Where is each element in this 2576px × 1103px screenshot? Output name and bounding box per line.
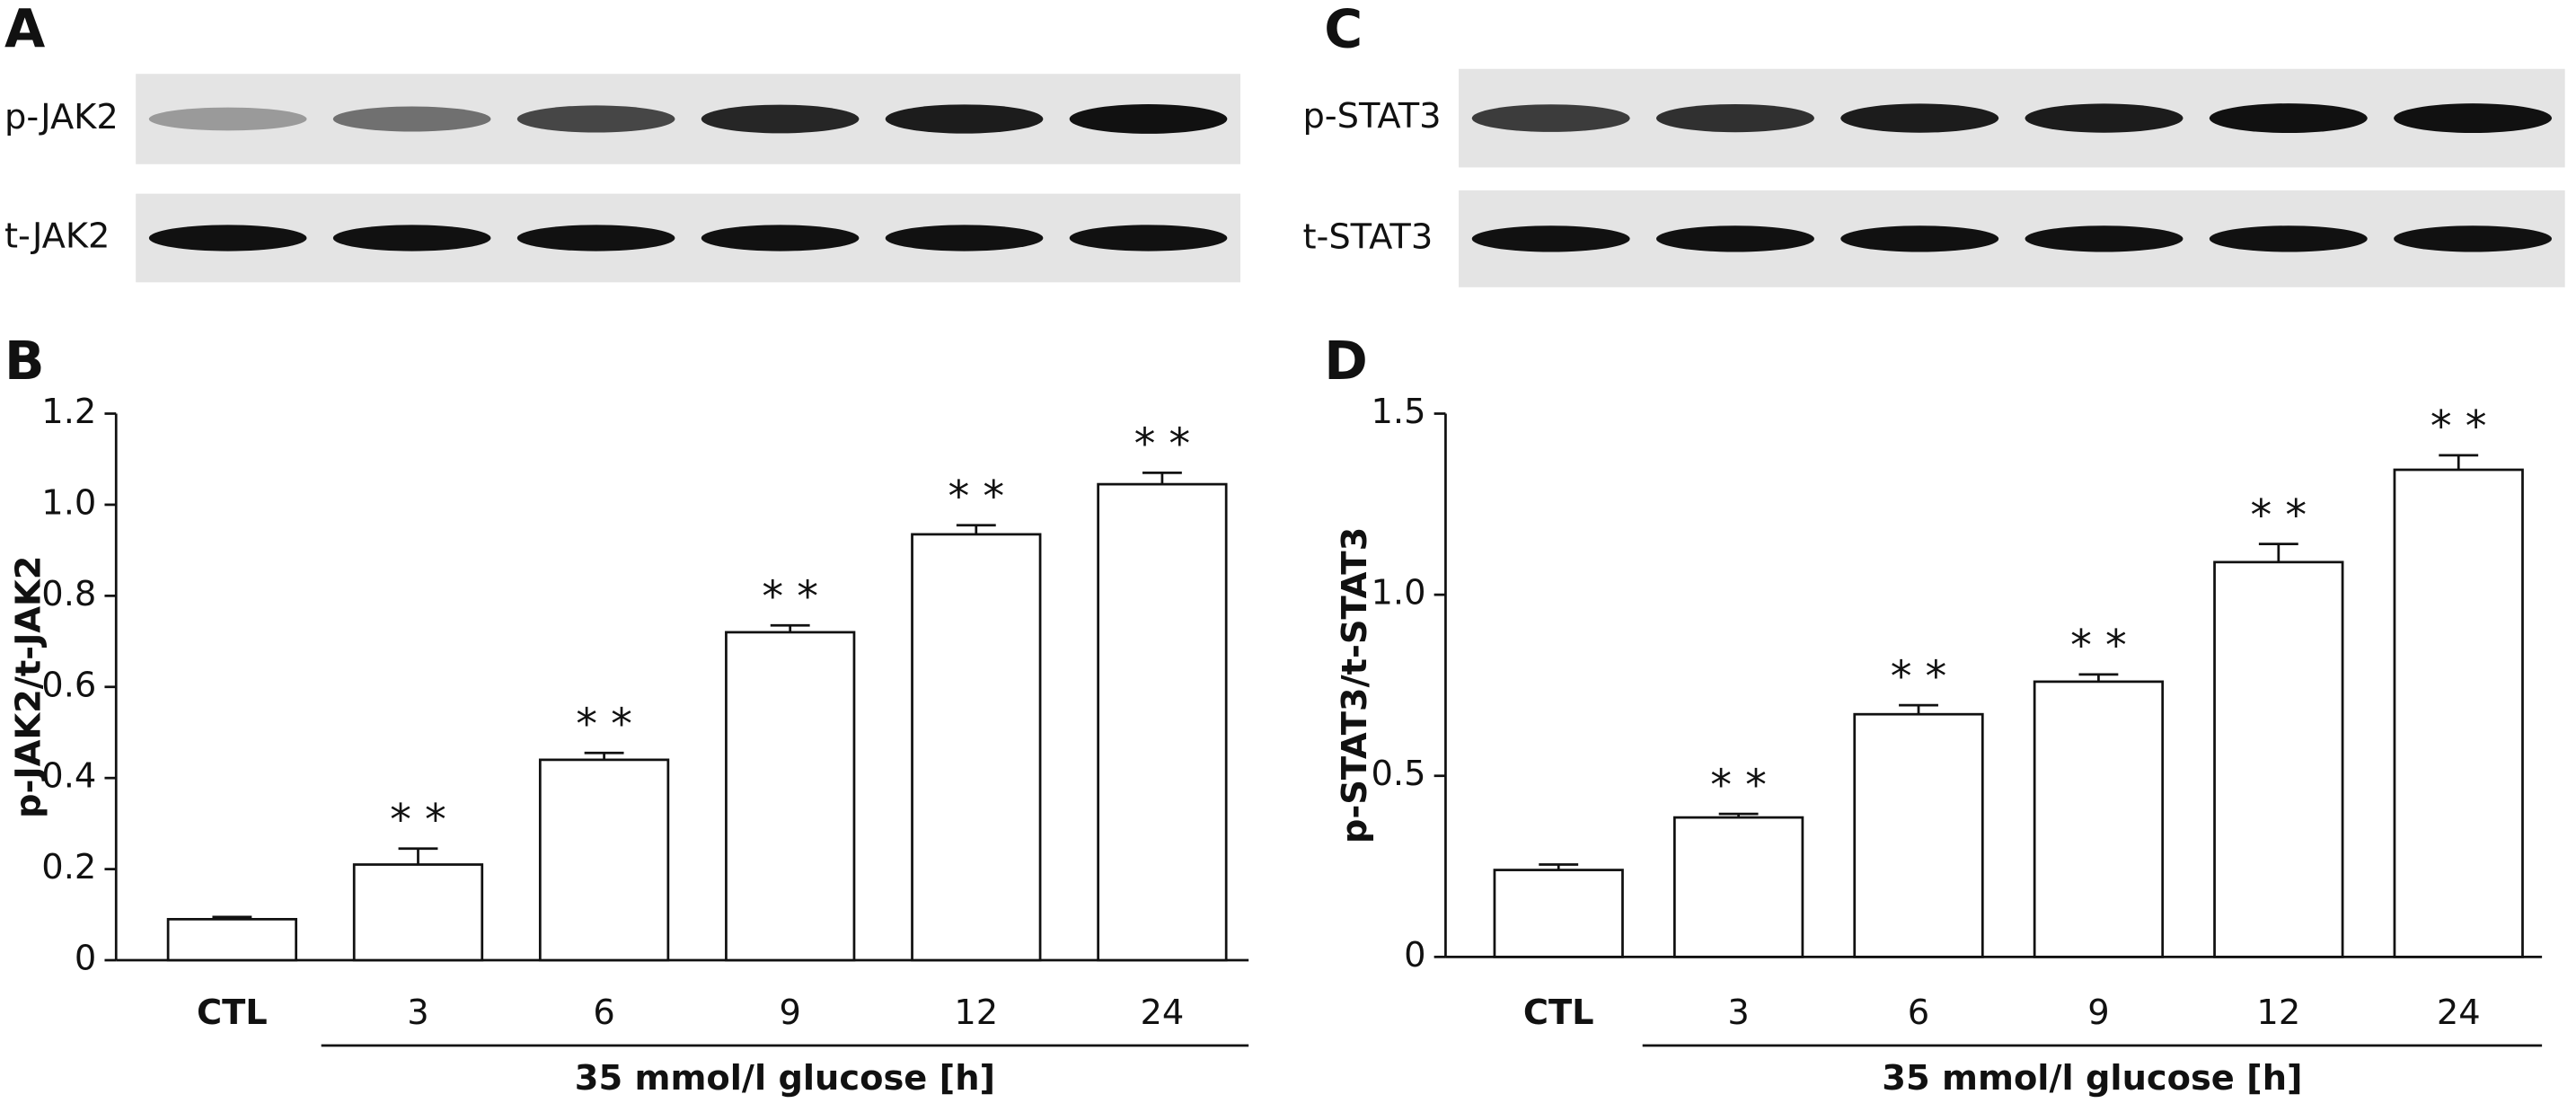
significance: * * xyxy=(390,796,446,845)
y-tick-label: 0.2 xyxy=(41,847,96,887)
y-tick-label: 0 xyxy=(75,939,96,979)
y-tick-label: 0.6 xyxy=(41,665,96,705)
blot-band xyxy=(516,225,675,251)
y-tick-label: 0 xyxy=(1404,935,1425,975)
blot-label: t-STAT3 xyxy=(1302,216,1433,257)
y-tick-label: 0.8 xyxy=(41,574,96,614)
blot-band xyxy=(1471,225,1630,252)
x-axis-label: 35 mmol/l glucose [h] xyxy=(575,1058,995,1099)
blot-band xyxy=(885,104,1044,134)
blot-band xyxy=(148,107,307,131)
blot-band xyxy=(1471,104,1630,132)
blot-band xyxy=(2025,103,2183,133)
bar xyxy=(538,758,670,962)
panel-letter: A xyxy=(4,0,45,60)
significance: * * xyxy=(948,472,1004,522)
bar xyxy=(725,631,856,962)
blot-band xyxy=(332,225,491,251)
blot-band xyxy=(1069,225,1228,251)
blot-band xyxy=(2394,225,2553,252)
x-tick-label: 9 xyxy=(2087,993,2109,1033)
panel-letter: B xyxy=(4,331,45,392)
blot-band xyxy=(332,106,491,132)
bar xyxy=(1493,869,1624,958)
y-tick-label: 0.4 xyxy=(41,756,96,797)
x-tick-label: 12 xyxy=(954,993,998,1033)
blot-band xyxy=(1069,104,1228,134)
blot-band xyxy=(1840,225,1999,252)
bar xyxy=(166,918,298,962)
significance: * * xyxy=(1891,652,1947,702)
y-tick-label: 1.5 xyxy=(1371,392,1425,432)
panel-letter: D xyxy=(1324,331,1368,392)
significance: * * xyxy=(1134,419,1191,469)
blot-band xyxy=(1655,225,1814,252)
blot-band xyxy=(701,104,860,134)
significance: * * xyxy=(576,700,632,749)
blot-band xyxy=(1655,103,1814,133)
blot-label: p-STAT3 xyxy=(1302,96,1441,137)
x-axis-label: 35 mmol/l glucose [h] xyxy=(1882,1058,2302,1099)
bar xyxy=(911,533,1042,962)
x-tick-label: 24 xyxy=(2437,993,2481,1033)
y-tick-label: 0.5 xyxy=(1371,754,1425,794)
bar xyxy=(2033,680,2165,958)
y-tick-label: 1.0 xyxy=(1371,573,1425,613)
panel-letter: C xyxy=(1324,0,1363,60)
y-tick-label: 1.0 xyxy=(41,482,96,523)
blot-band xyxy=(516,105,675,133)
blot-band xyxy=(885,225,1044,251)
bar xyxy=(2393,468,2524,958)
x-tick-label: 6 xyxy=(593,993,614,1033)
blot-label: t-JAK2 xyxy=(4,216,110,256)
significance: * * xyxy=(2251,490,2307,540)
significance: * * xyxy=(1710,761,1767,810)
blot-band xyxy=(2209,103,2368,134)
blot-strip xyxy=(136,193,1241,283)
significance: * * xyxy=(2430,402,2487,452)
y-axis-label: p-STAT3/t-STAT3 xyxy=(1335,527,1375,843)
x-tick-label: 24 xyxy=(1140,993,1184,1033)
blot-band xyxy=(2025,225,2183,252)
bar xyxy=(1097,482,1228,962)
blot-band xyxy=(148,225,307,251)
blot-band xyxy=(2209,225,2368,252)
x-tick-label: 3 xyxy=(1727,993,1749,1033)
blot-band xyxy=(1840,103,1999,133)
x-tick-label: CTL xyxy=(1523,993,1594,1033)
bar xyxy=(352,863,484,962)
blot-strip xyxy=(1459,190,2565,287)
bar xyxy=(1853,712,1984,958)
y-axis-label: p-JAK2/t-JAK2 xyxy=(9,556,49,818)
x-tick-label: 6 xyxy=(1908,993,1929,1033)
x-tick-label: 3 xyxy=(407,993,428,1033)
blot-band xyxy=(701,225,860,251)
bar xyxy=(2213,560,2344,958)
x-tick-label: CTL xyxy=(197,993,268,1033)
x-tick-label: 9 xyxy=(779,993,800,1033)
blot-label: p-JAK2 xyxy=(4,97,119,137)
blot-strip xyxy=(1459,68,2565,168)
blot-band xyxy=(2394,103,2553,134)
significance: * * xyxy=(2070,622,2127,671)
x-tick-label: 12 xyxy=(2256,993,2300,1033)
bar xyxy=(1672,816,1804,958)
y-tick-label: 1.2 xyxy=(41,392,96,432)
significance: * * xyxy=(762,572,818,622)
blot-strip xyxy=(136,74,1241,164)
